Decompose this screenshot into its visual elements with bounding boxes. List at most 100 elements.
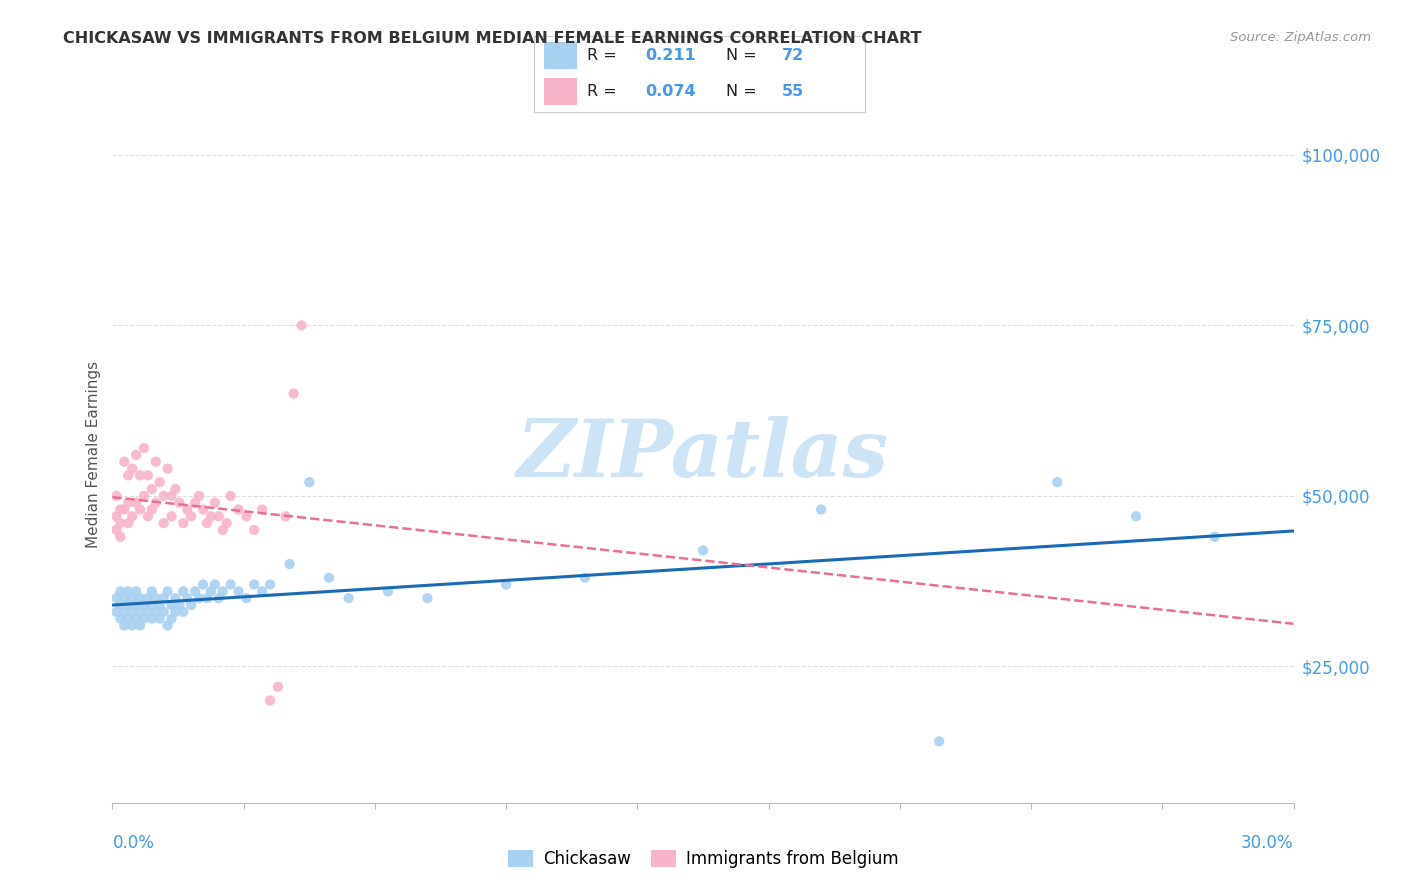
Point: [165, 482, 187, 496]
Point: [208, 509, 231, 524]
Bar: [544, 78, 578, 105]
Point: [1046, 475, 1069, 490]
Point: [243, 577, 266, 591]
Point: [132, 489, 155, 503]
Text: 30.0%: 30.0%: [1241, 834, 1294, 852]
Point: [125, 612, 148, 626]
Point: [112, 502, 135, 516]
Point: [129, 591, 152, 606]
Text: ZIPatlas: ZIPatlas: [517, 417, 889, 493]
Point: [810, 502, 832, 516]
Point: [208, 591, 231, 606]
Point: [495, 577, 517, 591]
Point: [1204, 530, 1226, 544]
Point: [337, 591, 360, 606]
Point: [211, 584, 233, 599]
Point: [117, 468, 139, 483]
Point: [145, 605, 167, 619]
Point: [132, 441, 155, 455]
Point: [132, 612, 155, 626]
Point: [267, 680, 290, 694]
Point: [141, 482, 163, 496]
Point: [141, 502, 163, 516]
Text: R =: R =: [588, 48, 621, 63]
Point: [1125, 509, 1147, 524]
Point: [145, 496, 167, 510]
Point: [105, 489, 128, 503]
Text: 0.0%: 0.0%: [112, 834, 155, 852]
Point: [290, 318, 312, 333]
Point: [228, 584, 250, 599]
Point: [188, 591, 211, 606]
Point: [176, 591, 198, 606]
Point: [112, 605, 135, 619]
Text: 72: 72: [782, 48, 804, 63]
Point: [129, 605, 152, 619]
Point: [928, 734, 950, 748]
Point: [152, 591, 174, 606]
Point: [278, 557, 301, 571]
Text: CHICKASAW VS IMMIGRANTS FROM BELGIUM MEDIAN FEMALE EARNINGS CORRELATION CHART: CHICKASAW VS IMMIGRANTS FROM BELGIUM MED…: [63, 31, 922, 46]
Point: [160, 612, 183, 626]
Point: [152, 605, 174, 619]
Point: [215, 516, 238, 530]
Point: [180, 509, 202, 524]
Point: [136, 591, 159, 606]
Point: [117, 598, 139, 612]
Point: [110, 598, 132, 612]
Point: [169, 496, 191, 510]
Point: [117, 496, 139, 510]
Point: [165, 605, 187, 619]
Point: [283, 386, 305, 401]
Point: [176, 502, 198, 516]
Point: [149, 598, 172, 612]
Bar: [544, 42, 578, 69]
Point: [145, 591, 167, 606]
Legend: Chickasaw, Immigrants from Belgium: Chickasaw, Immigrants from Belgium: [501, 843, 905, 875]
Text: N =: N =: [725, 48, 762, 63]
Point: [195, 591, 218, 606]
Point: [117, 516, 139, 530]
Text: Source: ZipAtlas.com: Source: ZipAtlas.com: [1230, 31, 1371, 45]
Point: [121, 618, 143, 632]
Point: [574, 571, 596, 585]
Point: [125, 496, 148, 510]
Point: [105, 509, 128, 524]
Point: [195, 516, 218, 530]
Point: [250, 502, 273, 516]
Point: [191, 577, 214, 591]
Point: [160, 489, 183, 503]
Point: [160, 598, 183, 612]
Point: [117, 612, 139, 626]
Point: [125, 584, 148, 599]
Point: [377, 584, 399, 599]
Point: [136, 605, 159, 619]
Text: 55: 55: [782, 84, 804, 99]
Point: [105, 591, 128, 606]
Point: [129, 468, 152, 483]
Point: [121, 591, 143, 606]
Point: [172, 584, 194, 599]
Point: [172, 516, 194, 530]
Point: [110, 584, 132, 599]
Point: [274, 509, 297, 524]
Point: [188, 489, 211, 503]
Point: [692, 543, 714, 558]
Point: [156, 584, 179, 599]
Point: [228, 502, 250, 516]
Point: [165, 591, 187, 606]
Y-axis label: Median Female Earnings: Median Female Earnings: [86, 361, 101, 549]
Point: [110, 516, 132, 530]
Point: [219, 577, 242, 591]
Point: [112, 455, 135, 469]
Point: [129, 502, 152, 516]
Point: [204, 577, 226, 591]
Point: [200, 509, 222, 524]
Point: [141, 598, 163, 612]
Point: [235, 509, 257, 524]
Point: [129, 618, 152, 632]
Point: [121, 509, 143, 524]
Point: [141, 612, 163, 626]
Point: [250, 584, 273, 599]
Point: [152, 516, 174, 530]
